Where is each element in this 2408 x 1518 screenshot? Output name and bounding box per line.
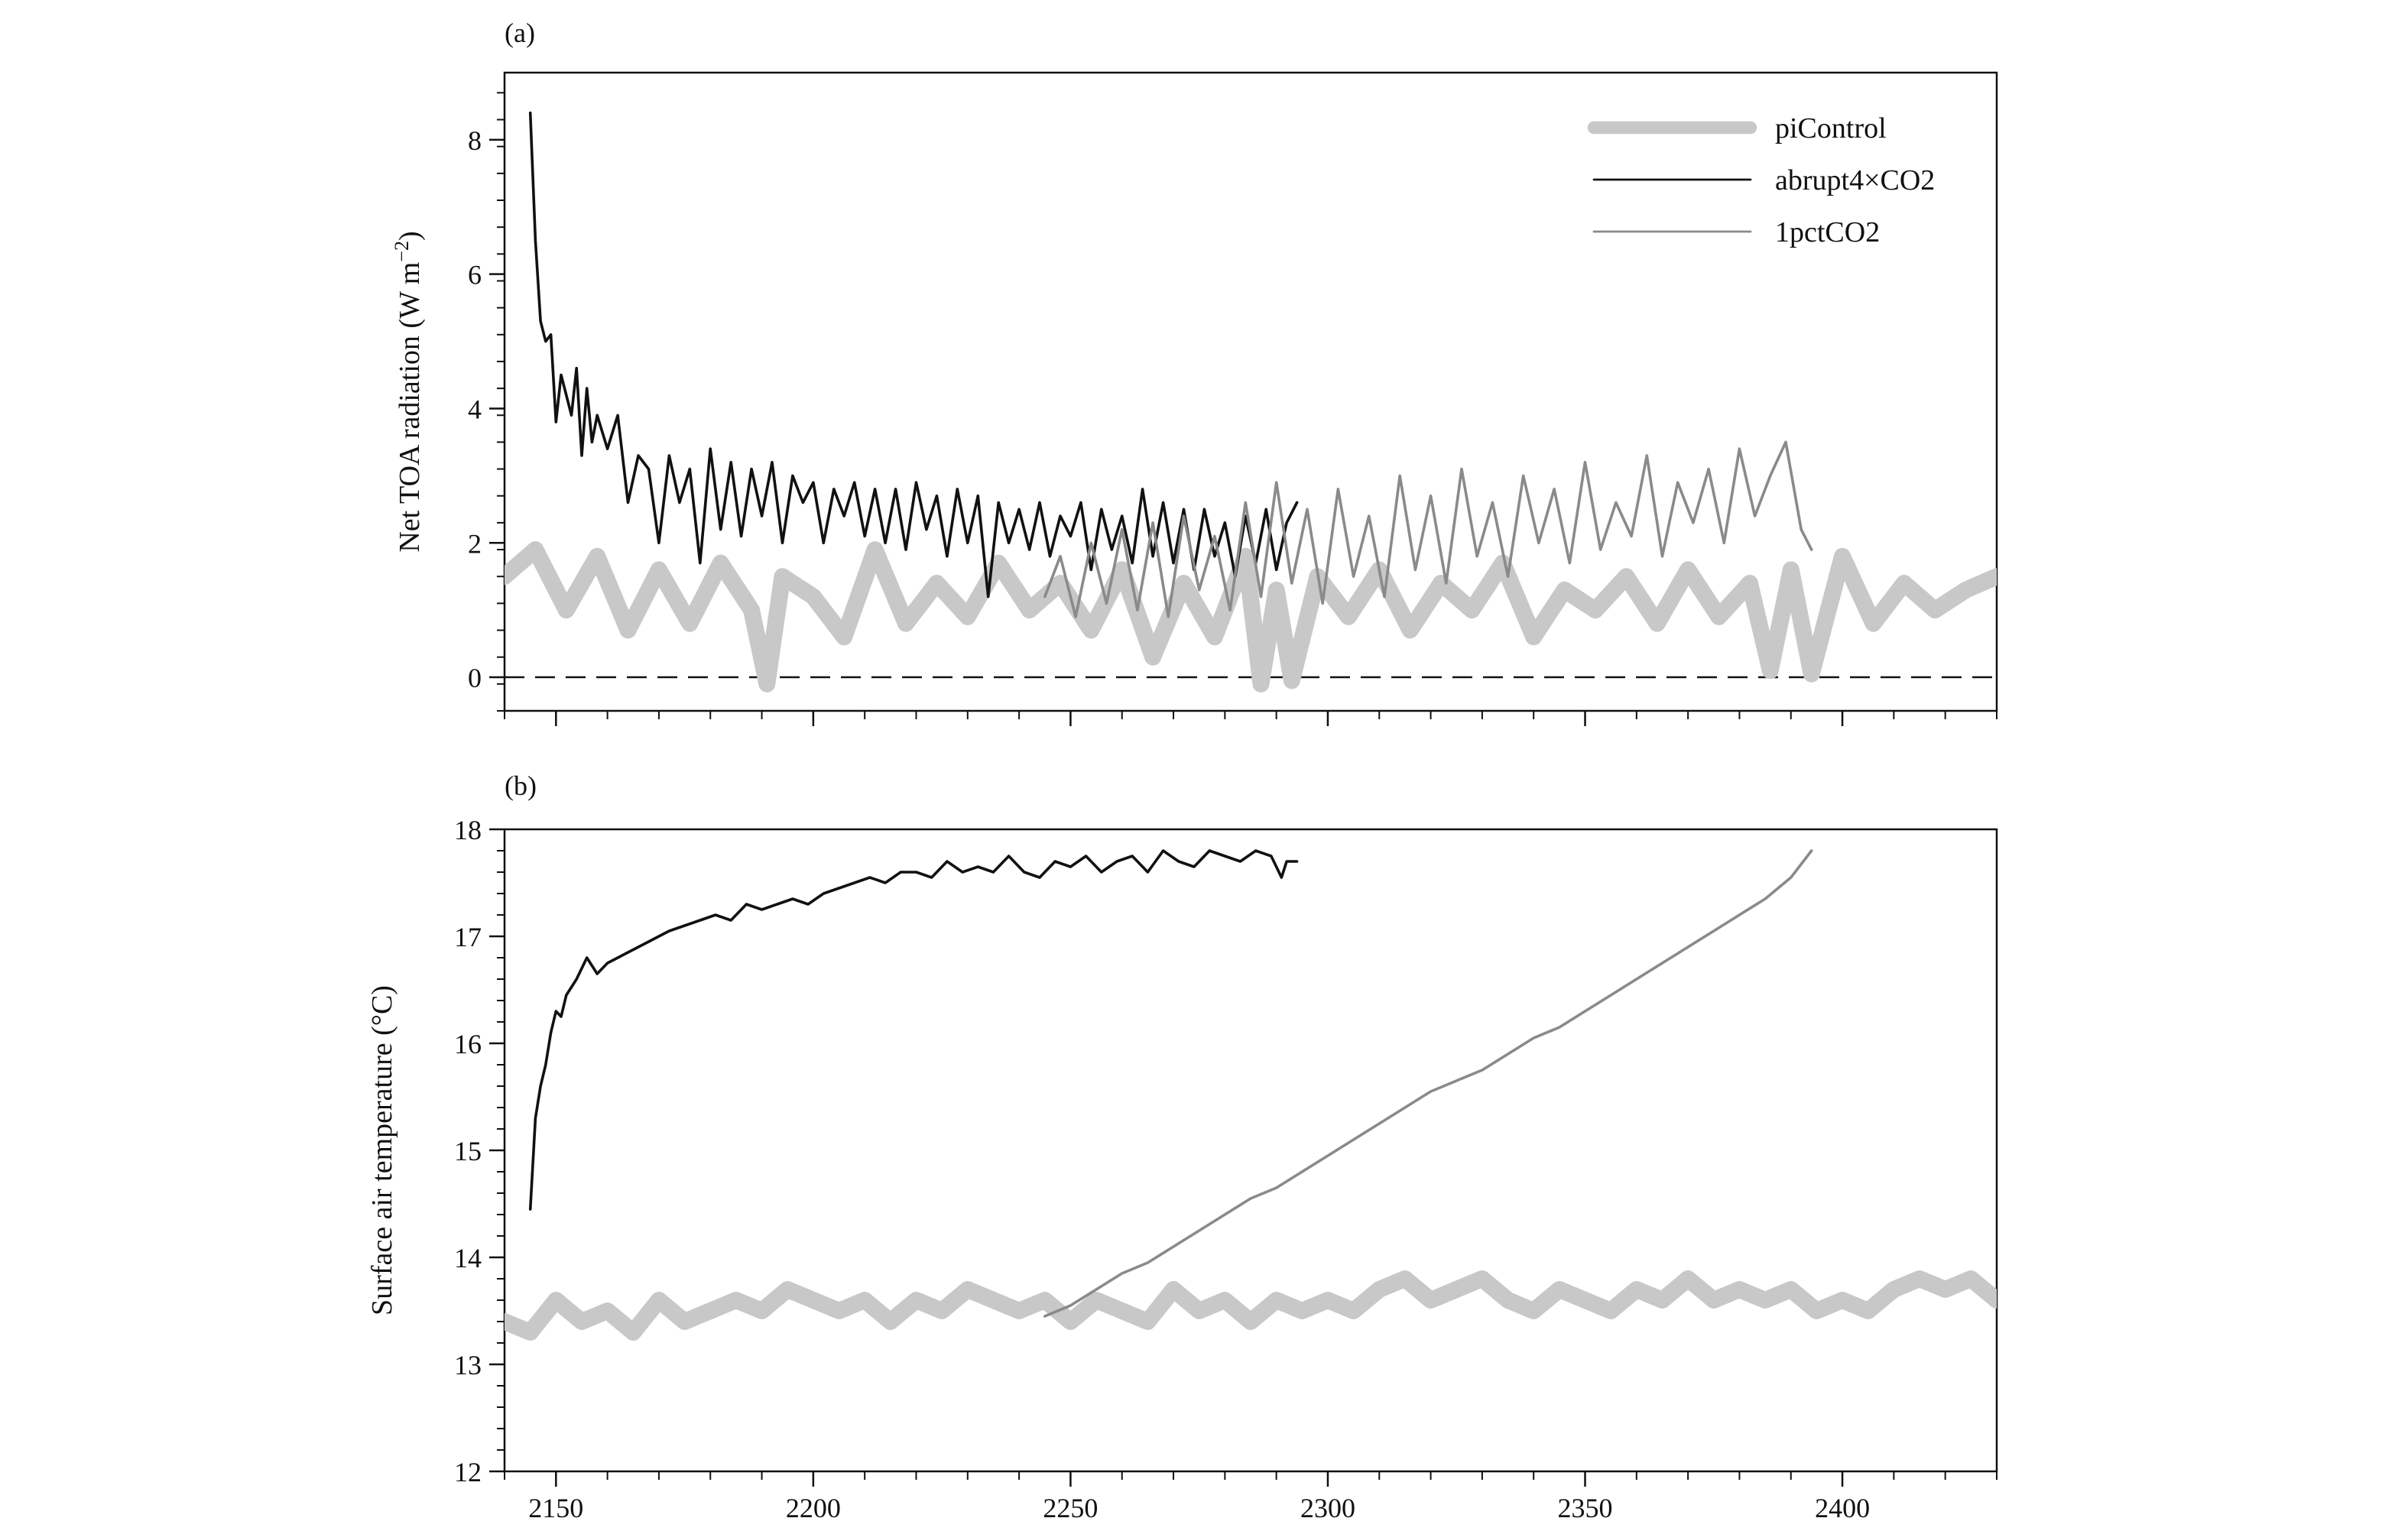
y-tick-label: 0: [468, 663, 482, 693]
y-tick-label: 6: [468, 260, 482, 290]
y-axis-title: Surface air temperature (°C): [366, 985, 398, 1315]
y-tick-label: 17: [454, 922, 482, 952]
y-tick-label: 8: [468, 125, 482, 156]
panel-a: (a) 0 2 4 6 8 Net TOA radiation (W m−2) piContr…: [391, 18, 1998, 726]
series-line-abrupt4-co2: [528, 111, 1299, 598]
series-line-abrupt4-co2: [528, 849, 1299, 1211]
x-tick-label: 2150: [528, 1493, 583, 1518]
y-tick-label: 14: [454, 1243, 482, 1273]
y-tick-label: 18: [454, 815, 482, 845]
x-tick-label: 2250: [1043, 1493, 1098, 1518]
panel-b: (b) 12 13 14 15 16 17 18 2150 2200 2250 2300 2350 240…: [366, 770, 1998, 1518]
y-tick-label: 15: [454, 1136, 482, 1166]
x-tick-label: 2200: [786, 1493, 841, 1518]
legend-label: abrupt4×CO2: [1775, 164, 1935, 196]
plot-frame: [503, 828, 1998, 1473]
y-tick-label: 2: [468, 528, 482, 559]
y-tick-label: 13: [454, 1350, 482, 1380]
plot-frame: [503, 71, 1998, 712]
series-line-1pctco2: [1043, 440, 1813, 618]
panel-label: (a): [505, 18, 535, 48]
y-tick-label: 4: [468, 394, 482, 424]
x-tick-label: 2350: [1558, 1493, 1613, 1518]
y-axis-title: Net TOA radiation (W m−2): [391, 231, 426, 552]
legend-label: 1pctCO2: [1775, 216, 1880, 248]
x-tick-label: 2400: [1815, 1493, 1870, 1518]
series-line-1pctco2: [1043, 849, 1813, 1318]
y-tick-label: 16: [454, 1029, 482, 1059]
panel-label: (b): [505, 770, 537, 801]
legend-label: piControl: [1775, 112, 1887, 144]
y-tick-label: 12: [454, 1457, 482, 1487]
series-line-picontrol: [505, 541, 1997, 693]
series-line-picontrol: [505, 1270, 1997, 1341]
x-tick-label: 2300: [1300, 1493, 1355, 1518]
